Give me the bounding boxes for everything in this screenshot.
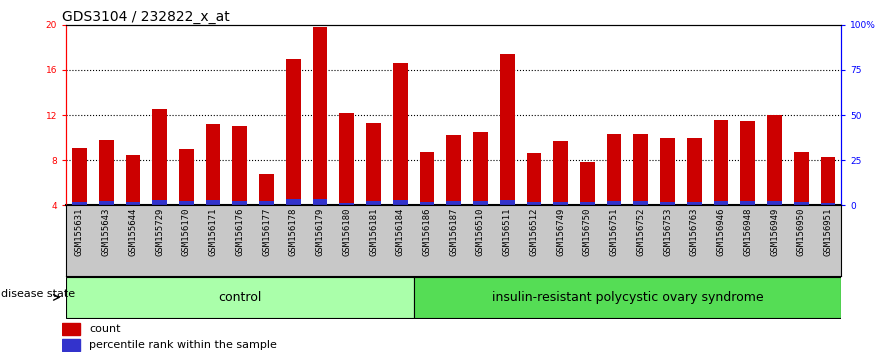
Bar bbox=[126, 202, 140, 205]
Bar bbox=[413, 277, 841, 318]
Bar bbox=[393, 63, 408, 205]
Bar bbox=[259, 174, 274, 205]
Bar bbox=[500, 54, 515, 205]
Bar bbox=[179, 201, 194, 205]
Bar bbox=[393, 200, 408, 205]
Bar bbox=[767, 201, 781, 205]
Bar bbox=[152, 200, 167, 205]
Text: GSM156946: GSM156946 bbox=[716, 207, 726, 256]
Text: GSM156510: GSM156510 bbox=[476, 207, 485, 256]
Bar bbox=[633, 134, 648, 205]
Bar bbox=[313, 27, 328, 205]
Text: GSM156751: GSM156751 bbox=[610, 207, 618, 256]
Bar bbox=[687, 138, 701, 205]
Text: GSM155631: GSM155631 bbox=[75, 207, 84, 256]
Bar bbox=[366, 123, 381, 205]
Bar bbox=[339, 203, 354, 205]
Bar bbox=[72, 148, 87, 205]
Bar bbox=[447, 135, 461, 205]
Bar bbox=[633, 201, 648, 205]
Text: GSM155644: GSM155644 bbox=[129, 207, 137, 256]
Bar bbox=[99, 140, 114, 205]
Bar bbox=[126, 155, 140, 205]
Text: GSM156176: GSM156176 bbox=[235, 207, 244, 256]
Bar bbox=[473, 201, 488, 205]
Bar bbox=[473, 132, 488, 205]
Text: GSM156749: GSM156749 bbox=[556, 207, 565, 256]
Bar bbox=[419, 152, 434, 205]
Text: GSM156187: GSM156187 bbox=[449, 207, 458, 256]
Text: GDS3104 / 232822_x_at: GDS3104 / 232822_x_at bbox=[63, 10, 230, 24]
Text: GSM156949: GSM156949 bbox=[770, 207, 779, 256]
Bar bbox=[447, 201, 461, 205]
Text: GSM156178: GSM156178 bbox=[289, 207, 298, 256]
Bar bbox=[767, 115, 781, 205]
Text: GSM156753: GSM156753 bbox=[663, 207, 672, 256]
Bar bbox=[500, 200, 515, 205]
Bar bbox=[607, 134, 621, 205]
Bar bbox=[660, 202, 675, 205]
Text: percentile rank within the sample: percentile rank within the sample bbox=[90, 339, 278, 350]
Bar bbox=[527, 202, 541, 205]
Text: GSM156512: GSM156512 bbox=[529, 207, 538, 256]
Text: GSM156181: GSM156181 bbox=[369, 207, 378, 256]
Bar bbox=[794, 202, 809, 205]
Bar bbox=[553, 141, 568, 205]
Text: control: control bbox=[218, 291, 262, 304]
Bar bbox=[99, 201, 114, 205]
Bar bbox=[62, 322, 80, 335]
Text: insulin-resistant polycystic ovary syndrome: insulin-resistant polycystic ovary syndr… bbox=[492, 291, 763, 304]
Bar bbox=[553, 202, 568, 205]
Bar bbox=[366, 201, 381, 205]
Text: GSM155643: GSM155643 bbox=[101, 207, 111, 256]
Bar bbox=[233, 201, 248, 205]
Text: GSM156951: GSM156951 bbox=[824, 207, 833, 256]
Text: GSM156186: GSM156186 bbox=[423, 207, 432, 256]
Bar bbox=[820, 203, 835, 205]
Bar bbox=[580, 202, 595, 205]
Bar bbox=[580, 162, 595, 205]
Bar bbox=[527, 153, 541, 205]
Bar bbox=[339, 113, 354, 205]
Text: GSM156177: GSM156177 bbox=[262, 207, 271, 256]
Text: GSM155729: GSM155729 bbox=[155, 207, 164, 256]
Text: GSM156170: GSM156170 bbox=[181, 207, 191, 256]
Bar bbox=[152, 109, 167, 205]
Bar bbox=[233, 126, 248, 205]
Bar bbox=[714, 201, 729, 205]
Bar bbox=[62, 338, 80, 350]
Text: GSM156180: GSM156180 bbox=[343, 207, 352, 256]
Text: GSM156948: GSM156948 bbox=[744, 207, 752, 256]
Bar bbox=[72, 202, 87, 205]
Bar bbox=[286, 199, 300, 205]
Text: GSM156179: GSM156179 bbox=[315, 207, 324, 256]
Text: GSM156763: GSM156763 bbox=[690, 207, 699, 256]
Text: GSM156171: GSM156171 bbox=[209, 207, 218, 256]
Bar bbox=[286, 59, 300, 205]
Bar bbox=[66, 277, 413, 318]
Bar bbox=[740, 121, 755, 205]
Bar bbox=[660, 138, 675, 205]
Text: GSM156950: GSM156950 bbox=[796, 207, 806, 256]
Bar bbox=[206, 200, 220, 205]
Bar bbox=[206, 124, 220, 205]
Text: count: count bbox=[90, 324, 121, 334]
Bar bbox=[714, 120, 729, 205]
Bar bbox=[607, 201, 621, 205]
Text: disease state: disease state bbox=[1, 289, 75, 299]
Bar bbox=[794, 152, 809, 205]
Bar bbox=[687, 202, 701, 205]
Bar bbox=[820, 157, 835, 205]
Bar bbox=[740, 201, 755, 205]
Bar bbox=[313, 199, 328, 205]
Text: GSM156750: GSM156750 bbox=[583, 207, 592, 256]
Text: GSM156184: GSM156184 bbox=[396, 207, 404, 256]
Bar bbox=[179, 149, 194, 205]
Bar bbox=[419, 202, 434, 205]
Text: GSM156752: GSM156752 bbox=[636, 207, 646, 256]
Text: GSM156511: GSM156511 bbox=[503, 207, 512, 256]
Bar bbox=[259, 201, 274, 205]
